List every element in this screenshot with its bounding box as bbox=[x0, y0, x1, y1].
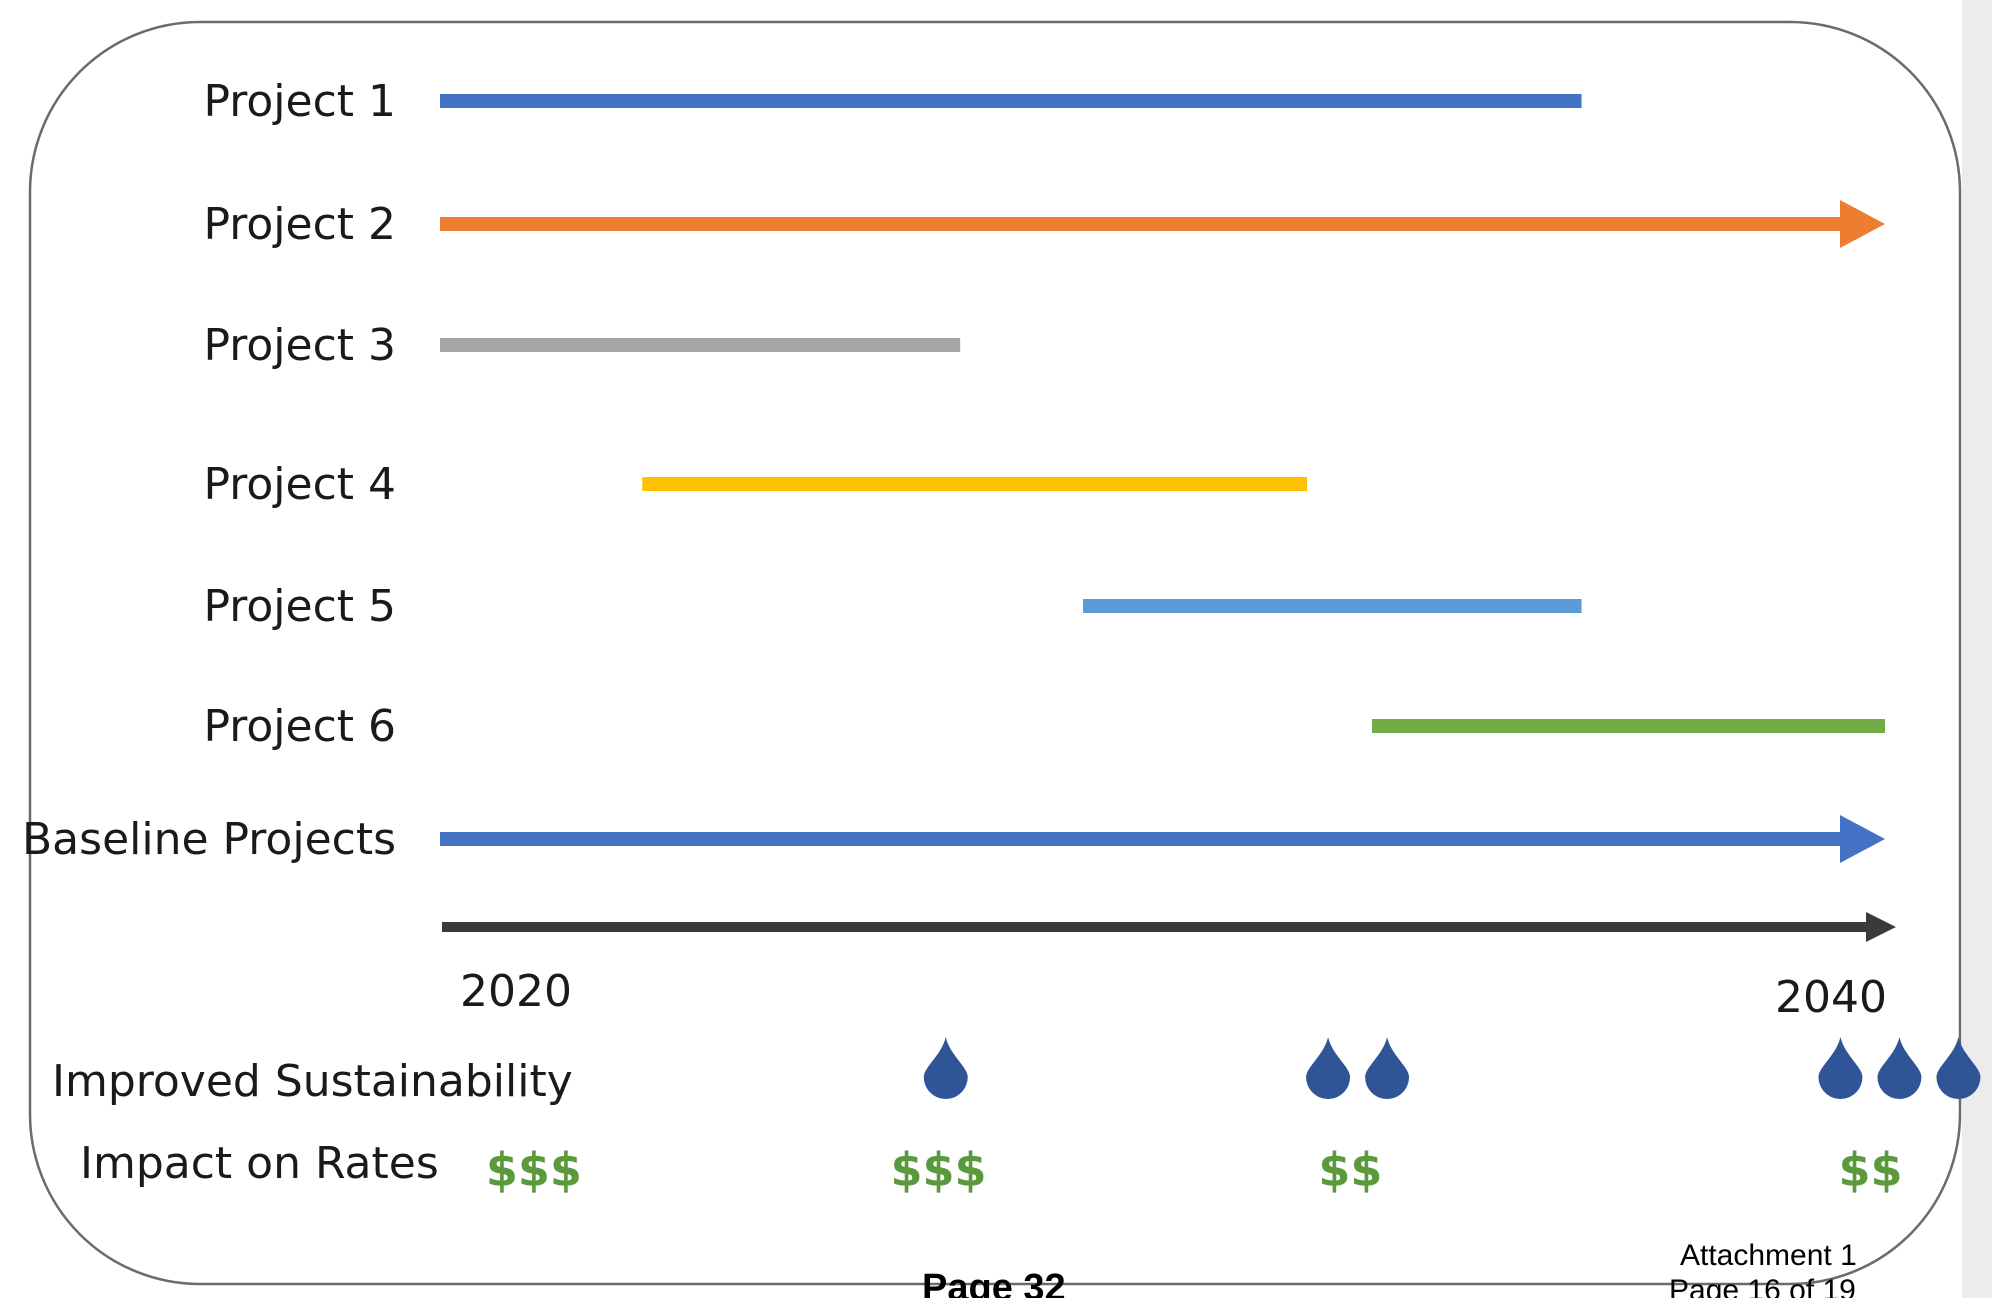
water-drop-icon bbox=[1365, 1037, 1410, 1099]
water-drop-icon bbox=[1818, 1037, 1863, 1099]
attachment-label: Attachment 1 bbox=[1680, 1239, 1857, 1272]
project-4-label: Project 4 bbox=[203, 459, 396, 510]
timeline-axis: 2020 2040 bbox=[442, 912, 1896, 1023]
page-number: Page 32 bbox=[922, 1267, 1066, 1298]
rate-impact-marker: $$$ bbox=[486, 1143, 582, 1197]
sustainability-label: Improved Sustainability bbox=[52, 1056, 573, 1107]
sustainability-drops bbox=[923, 1037, 1981, 1099]
water-drop-icon bbox=[1306, 1037, 1351, 1099]
water-drop-icon bbox=[1877, 1037, 1922, 1099]
axis-start-year: 2020 bbox=[460, 966, 572, 1017]
baseline-projects-arrowhead bbox=[1840, 815, 1885, 863]
project-3-label: Project 3 bbox=[203, 320, 396, 371]
project-5-label: Project 5 bbox=[203, 581, 396, 632]
project-2-arrowhead bbox=[1840, 200, 1885, 248]
rate-impact-marker: $$ bbox=[1839, 1143, 1903, 1197]
project-labels: Project 1 Project 2 Project 3 Project 4 Proj… bbox=[22, 76, 396, 865]
attachment-page: Page 16 of 19 bbox=[1669, 1274, 1856, 1298]
project-6-label: Project 6 bbox=[203, 701, 396, 752]
project-bars bbox=[440, 94, 1885, 863]
rates-markers: $$$ $$$ $$ $$ bbox=[486, 1143, 1903, 1197]
project-2-label: Project 2 bbox=[203, 199, 396, 250]
diagram-frame bbox=[28, 20, 1962, 1286]
baseline-projects-label: Baseline Projects bbox=[22, 814, 396, 865]
rate-impact-marker: $$ bbox=[1318, 1143, 1382, 1197]
water-drop-icon bbox=[1936, 1037, 1981, 1099]
project-1-label: Project 1 bbox=[203, 76, 396, 127]
axis-end-year: 2040 bbox=[1775, 972, 1887, 1023]
rates-label: Impact on Rates bbox=[80, 1138, 439, 1189]
water-drop-icon bbox=[923, 1037, 968, 1099]
rate-impact-marker: $$$ bbox=[891, 1143, 987, 1197]
timeline-axis-arrowhead bbox=[1866, 912, 1896, 942]
